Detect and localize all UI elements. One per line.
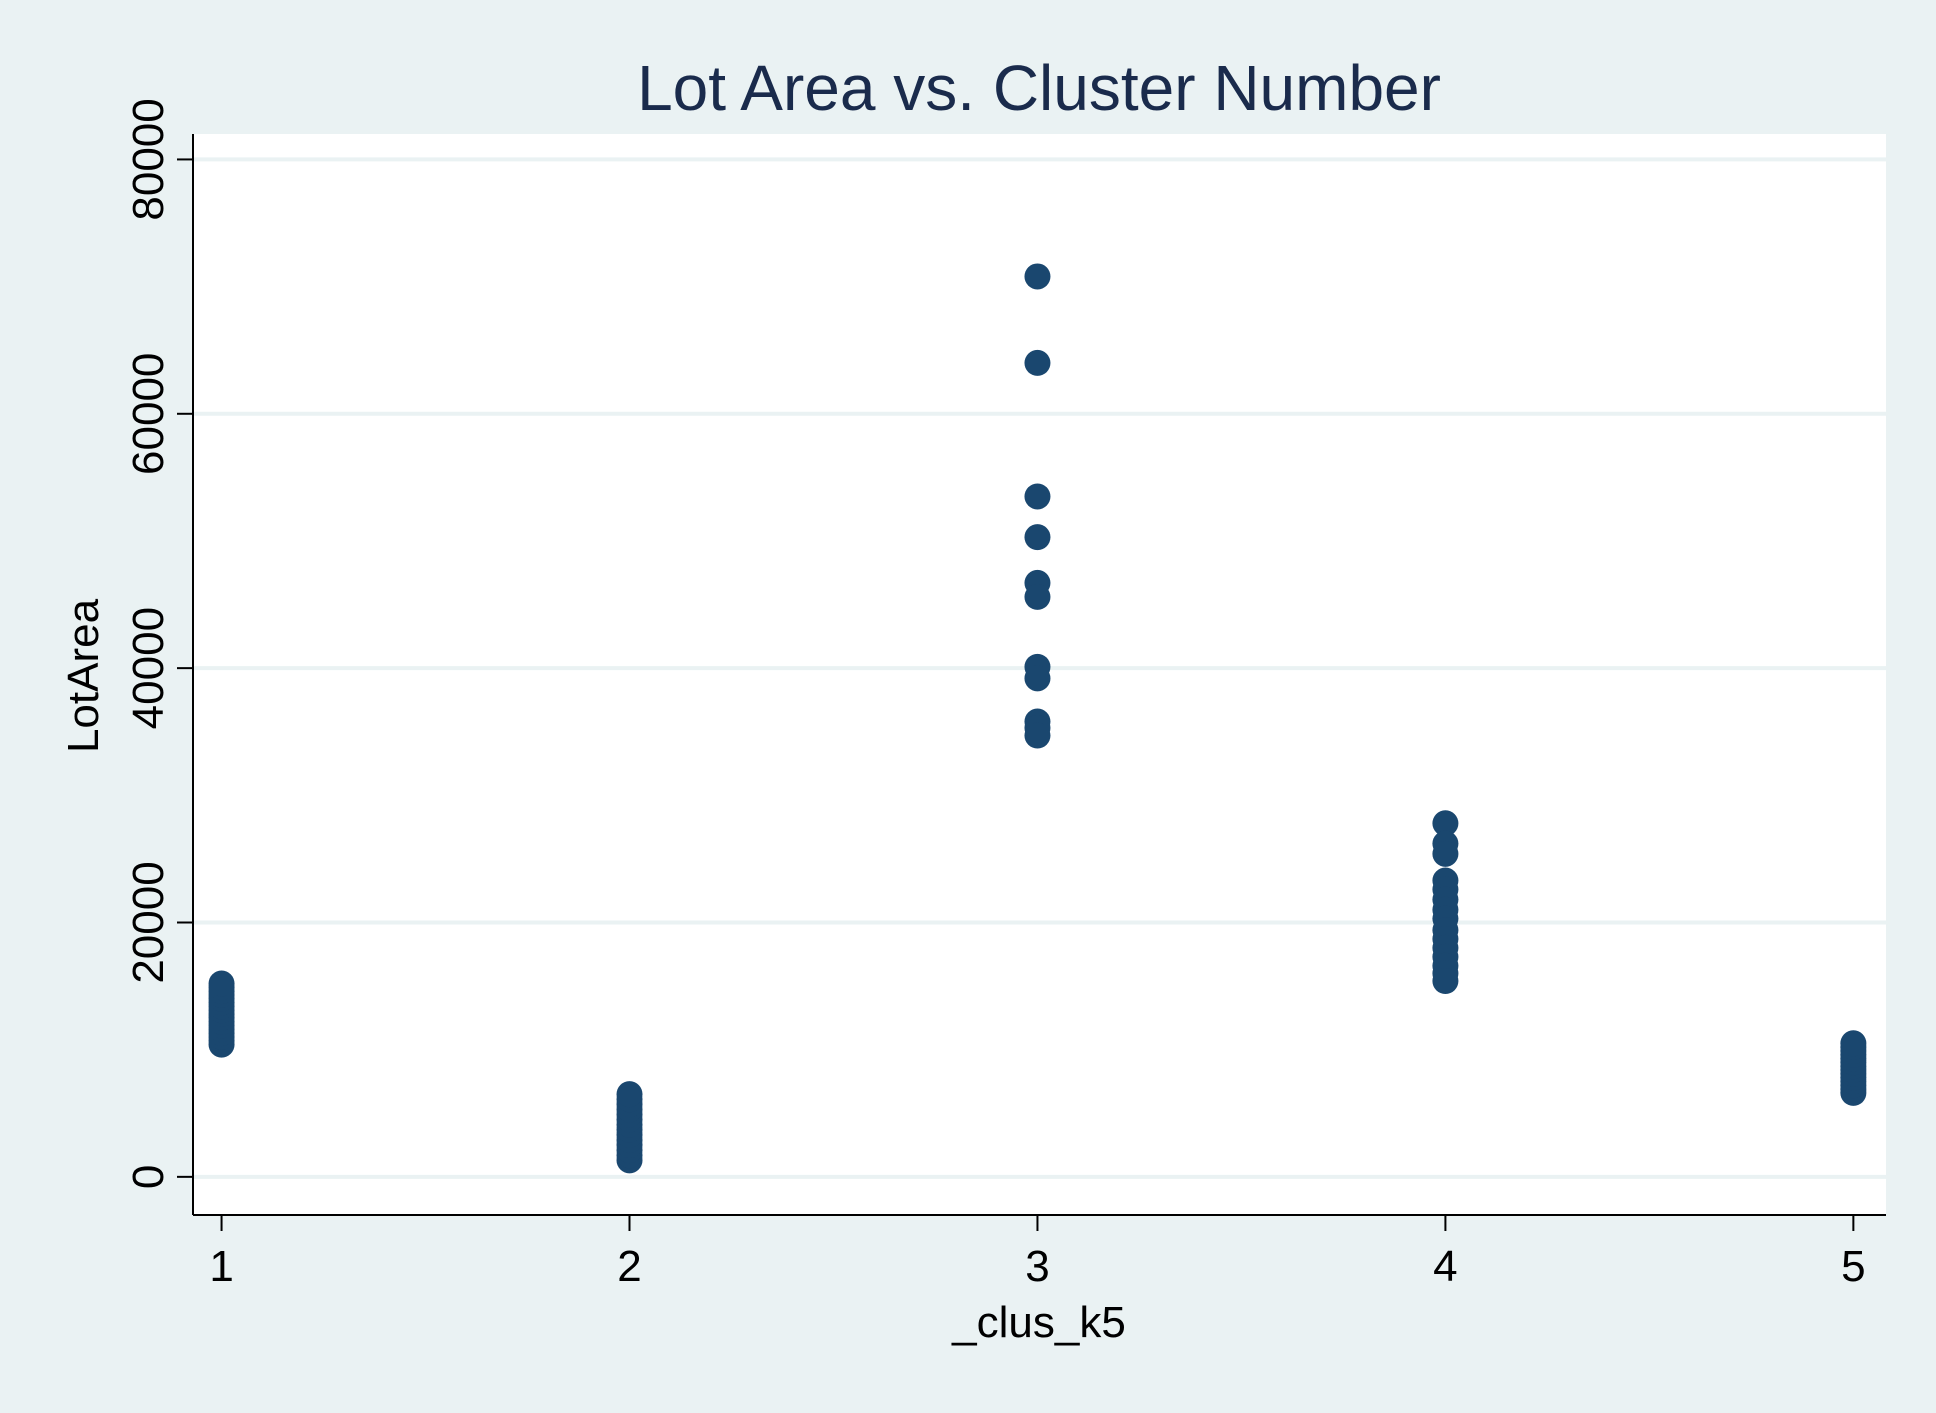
data-point: [1024, 524, 1051, 551]
data-point: [1840, 1030, 1867, 1057]
data-point: [1024, 263, 1051, 290]
chart-title: Lot Area vs. Cluster Number: [637, 52, 1441, 124]
y-axis-label: LotArea: [59, 598, 108, 753]
y-tick-label: 80000: [124, 98, 173, 220]
data-point: [1024, 722, 1051, 749]
y-tick-label: 60000: [124, 353, 173, 475]
data-point: [1432, 967, 1459, 994]
data-point: [1432, 840, 1459, 867]
data-point: [1024, 349, 1051, 376]
x-tick-label: 2: [617, 1242, 641, 1291]
data-point: [1024, 583, 1051, 610]
data-point: [1024, 483, 1051, 510]
x-axis-ticks: 1 2 3 4 5: [209, 1215, 1866, 1291]
data-point: [616, 1081, 643, 1108]
x-axis-label: _clus_k5: [951, 1298, 1126, 1347]
y-tick-label: 20000: [124, 861, 173, 983]
y-tick-label: 0: [124, 1165, 173, 1189]
x-tick-label: 3: [1025, 1242, 1049, 1291]
x-tick-label: 1: [209, 1242, 233, 1291]
x-tick-label: 4: [1433, 1242, 1457, 1291]
data-points: [208, 263, 1867, 1174]
data-point: [1024, 665, 1051, 692]
y-axis-ticks: 0 20000 40000 60000 80000: [124, 98, 193, 1189]
data-point: [1432, 810, 1459, 837]
y-tick-label: 40000: [124, 607, 173, 729]
data-point: [208, 970, 235, 997]
x-tick-label: 5: [1841, 1242, 1865, 1291]
